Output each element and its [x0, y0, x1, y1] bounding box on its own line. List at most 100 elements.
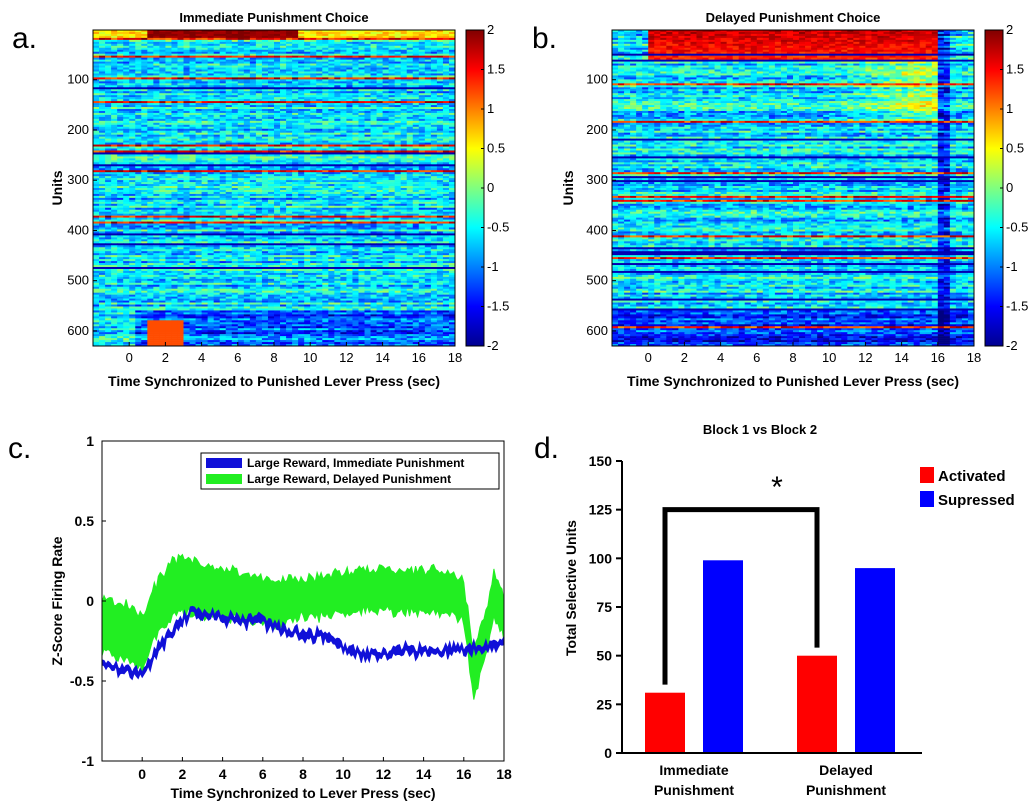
- heatmap-cell: [292, 97, 299, 100]
- heatmap-cell: [141, 89, 148, 92]
- heatmap-cell: [274, 39, 281, 43]
- heatmap-cell: [195, 30, 202, 33]
- heatmap-cell: [418, 63, 426, 66]
- heatmap-cell: [376, 130, 383, 133]
- heatmap-cell: [388, 126, 396, 130]
- heatmap-cell: [255, 178, 263, 181]
- heatmap-cell: [255, 105, 263, 108]
- heatmap-cell: [117, 85, 124, 88]
- heatmap-cell: [99, 166, 106, 169]
- heatmap-cell: [237, 189, 245, 193]
- heatmap-cell: [424, 67, 432, 70]
- heatmap-cell: [328, 166, 335, 169]
- heatmap-cell: [123, 120, 130, 124]
- heatmap-cell: [328, 136, 335, 139]
- heatmap-cell: [231, 136, 239, 139]
- heatmap-cell: [322, 124, 329, 128]
- heatmap-cell: [328, 174, 335, 177]
- heatmap-cell: [424, 59, 432, 62]
- heatmap-cell: [424, 160, 432, 163]
- heatmap-cell: [346, 41, 353, 45]
- heatmap-cell: [171, 87, 178, 90]
- heatmap-cell: [189, 116, 196, 120]
- heatmap-cell: [123, 47, 130, 51]
- heatmap-cell: [225, 138, 233, 141]
- heatmap-cell: [237, 138, 245, 141]
- heatmap-cell: [231, 170, 239, 173]
- heatmap-cell: [448, 77, 456, 80]
- heatmap-cell: [117, 132, 124, 135]
- heatmap-cell: [261, 160, 269, 163]
- heatmap-cell: [207, 69, 215, 72]
- heatmap-cell: [274, 168, 281, 171]
- heatmap-cell: [400, 47, 408, 51]
- heatmap-cell: [237, 172, 245, 175]
- heatmap-cell: [286, 39, 293, 43]
- heatmap-cell: [328, 91, 335, 94]
- heatmap-cell: [382, 142, 390, 145]
- heatmap-cell: [177, 140, 184, 143]
- heatmap-cell: [135, 55, 142, 58]
- heatmap-cell: [99, 144, 106, 147]
- heatmap-cell: [189, 30, 196, 33]
- heatmap-cell: [219, 39, 227, 43]
- heatmap-cell: [123, 168, 130, 171]
- heatmap-cell: [201, 67, 209, 70]
- heatmap-cell: [117, 109, 124, 112]
- heatmap-cell: [292, 37, 299, 41]
- heatmap-cell: [340, 148, 347, 151]
- heatmap-cell: [364, 33, 371, 37]
- heatmap-cell: [231, 81, 239, 84]
- heatmap-cell: [376, 189, 383, 193]
- heatmap-cell: [207, 184, 215, 187]
- heatmap-cell: [261, 79, 269, 82]
- heatmap-cell: [225, 49, 233, 53]
- heatmap-cell: [255, 134, 263, 137]
- heatmap-cell: [430, 45, 438, 49]
- heatmap-cell: [364, 61, 371, 64]
- heatmap-cell: [310, 120, 317, 124]
- heatmap-cell: [201, 103, 209, 106]
- heatmap-cell: [388, 81, 396, 84]
- heatmap-cell: [280, 172, 287, 175]
- heatmap-cell: [394, 39, 402, 43]
- heatmap-cell: [304, 57, 311, 60]
- heatmap-cell: [328, 172, 335, 175]
- heatmap-cell: [195, 37, 202, 41]
- heatmap-cell: [213, 110, 221, 114]
- heatmap-cell: [388, 107, 396, 110]
- heatmap-cell: [237, 69, 245, 72]
- heatmap-cell: [171, 170, 178, 173]
- heatmap-cell: [298, 85, 305, 88]
- heatmap-cell: [225, 156, 233, 159]
- heatmap-cell: [292, 156, 299, 159]
- heatmap-cell: [207, 45, 215, 49]
- heatmap-cell: [117, 107, 124, 110]
- heatmap-cell: [123, 79, 130, 82]
- heatmap-cell: [183, 105, 190, 108]
- heatmap-cell: [316, 57, 323, 60]
- heatmap-cell: [328, 170, 335, 173]
- heatmap-cell: [394, 132, 402, 135]
- heatmap-cell: [171, 188, 178, 191]
- heatmap-cell: [147, 138, 154, 141]
- heatmap-cell: [255, 97, 263, 100]
- heatmap-cell: [201, 85, 209, 88]
- heatmap-cell: [436, 154, 444, 157]
- heatmap-cell: [328, 77, 335, 80]
- heatmap-cell: [346, 118, 353, 122]
- heatmap-cell: [129, 186, 136, 189]
- heatmap-cell: [280, 136, 287, 139]
- heatmap-cell: [442, 101, 450, 104]
- heatmap-cell: [141, 144, 148, 147]
- heatmap-cell: [225, 109, 233, 112]
- heatmap-cell: [135, 65, 142, 68]
- heatmap-cell: [448, 168, 456, 171]
- heatmap-cell: [243, 75, 251, 78]
- heatmap-cell: [195, 43, 202, 47]
- heatmap-cell: [424, 107, 432, 110]
- heatmap-cell: [412, 87, 420, 90]
- heatmap-cell: [310, 122, 317, 126]
- heatmap-cell: [388, 49, 396, 53]
- heatmap-cell: [304, 95, 311, 98]
